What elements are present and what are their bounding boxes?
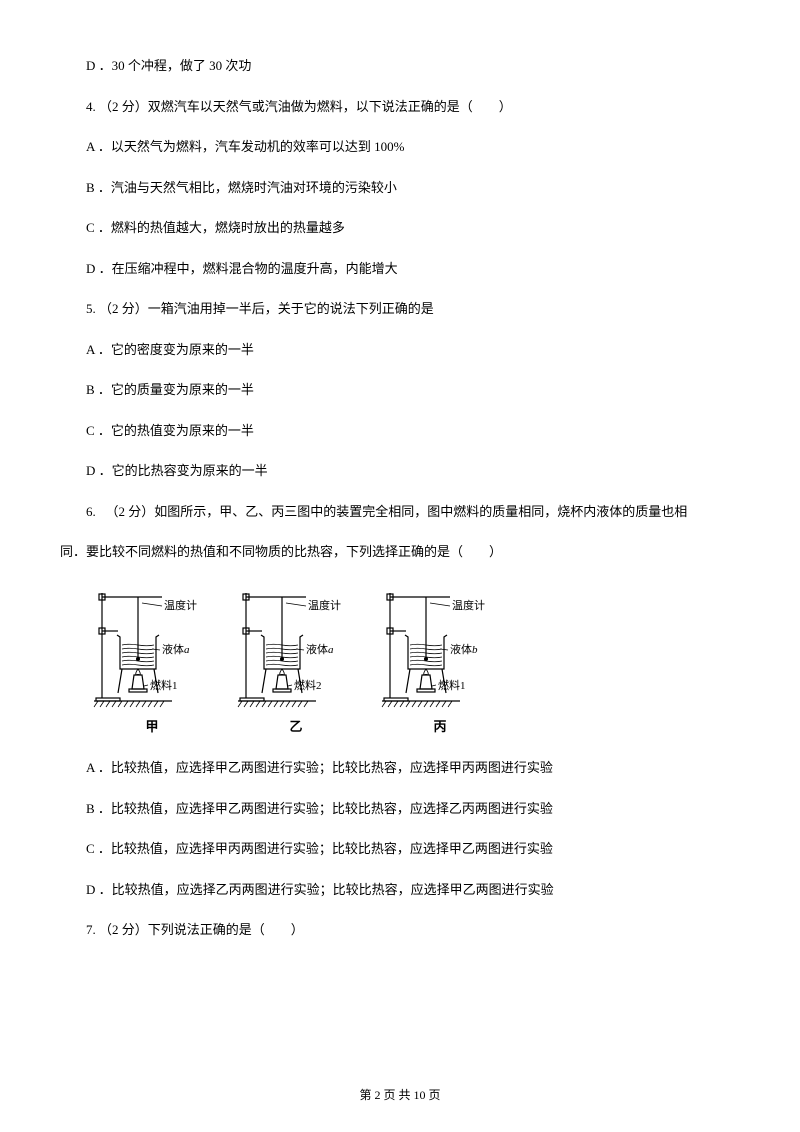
thermo-label: 温度计 — [164, 598, 197, 612]
liquid-label: 液体a — [306, 642, 334, 656]
q5-option-a: A ．它的密度变为原来的一半 — [60, 340, 740, 360]
q6-option-d: D ．比较热值，应选择乙丙两图进行实验；比较比热容，应选择甲乙两图进行实验 — [60, 880, 740, 900]
apparatus-丙: 温度计液体b 燃料1 丙 — [380, 583, 500, 737]
page-footer: 第 2 页 共 10 页 — [0, 1086, 800, 1104]
question-6-line1: 6. （2 分）如图所示，甲、乙、丙三图中的装置完全相同，图中燃料的质量相同，烧… — [60, 502, 740, 522]
thermo-label: 温度计 — [452, 598, 485, 612]
q5-option-c: C ．它的热值变为原来的一半 — [60, 421, 740, 441]
question-4: 4. （2 分）双燃汽车以天然气或汽油做为燃料，以下说法正确的是（ ） — [60, 97, 740, 117]
liquid-label: 液体a — [162, 642, 190, 656]
question-5: 5. （2 分）一箱汽油用掉一半后，关于它的说法下列正确的是 — [60, 299, 740, 319]
q4-option-b: B ．汽油与天然气相比，燃烧时汽油对环境的污染较小 — [60, 178, 740, 198]
q4-option-c: C ．燃料的热值越大，燃烧时放出的热量越多 — [60, 218, 740, 238]
footer-suffix: 页 — [426, 1088, 441, 1102]
apparatus-svg-1: 温度计液体a 燃料2 — [236, 583, 356, 713]
q6-option-a: A ．比较热值，应选择甲乙两图进行实验；比较比热容，应选择甲丙两图进行实验 — [60, 758, 740, 778]
apparatus-label-0: 甲 — [145, 717, 158, 737]
option-d-prev: D ．30 个冲程，做了 30 次功 — [60, 56, 740, 76]
q5-option-b: B ．它的质量变为原来的一半 — [60, 380, 740, 400]
thermo-label: 温度计 — [308, 598, 341, 612]
q6-option-b: B ．比较热值，应选择甲乙两图进行实验；比较比热容，应选择乙丙两图进行实验 — [60, 799, 740, 819]
fuel-label: 燃料1 — [150, 678, 178, 692]
apparatus-甲: 温度计液体a 燃料1 甲 — [92, 583, 212, 737]
apparatus-乙: 温度计液体a 燃料2 乙 — [236, 583, 356, 737]
liquid-label: 液体b — [450, 642, 478, 656]
fuel-label: 燃料1 — [438, 678, 466, 692]
footer-total: 10 — [414, 1088, 426, 1102]
apparatus-svg-2: 温度计液体b 燃料1 — [380, 583, 500, 713]
footer-prefix: 第 — [359, 1088, 374, 1102]
q5-option-d: D ．它的比热容变为原来的一半 — [60, 461, 740, 481]
q4-option-d: D ．在压缩冲程中，燃料混合物的温度升高，内能增大 — [60, 259, 740, 279]
footer-mid: 页 共 — [380, 1088, 413, 1102]
question-7: 7. （2 分）下列说法正确的是（ ） — [60, 920, 740, 940]
fuel-label: 燃料2 — [294, 678, 322, 692]
apparatus-svg-0: 温度计液体a 燃料1 — [92, 583, 212, 713]
question-6-line2: 同．要比较不同燃料的热值和不同物质的比热容，下列选择正确的是（ ） — [60, 542, 740, 562]
q4-option-a: A ．以天然气为燃料，汽车发动机的效率可以达到 100% — [60, 137, 740, 157]
apparatus-figure: 温度计液体a 燃料1 甲 温度计液体a 燃料2 乙 温度计液体b 燃料1 丙 — [92, 583, 740, 737]
apparatus-label-2: 丙 — [433, 717, 446, 737]
q6-option-c: C ．比较热值，应选择甲丙两图进行实验；比较比热容，应选择甲乙两图进行实验 — [60, 839, 740, 859]
apparatus-label-1: 乙 — [289, 717, 302, 737]
